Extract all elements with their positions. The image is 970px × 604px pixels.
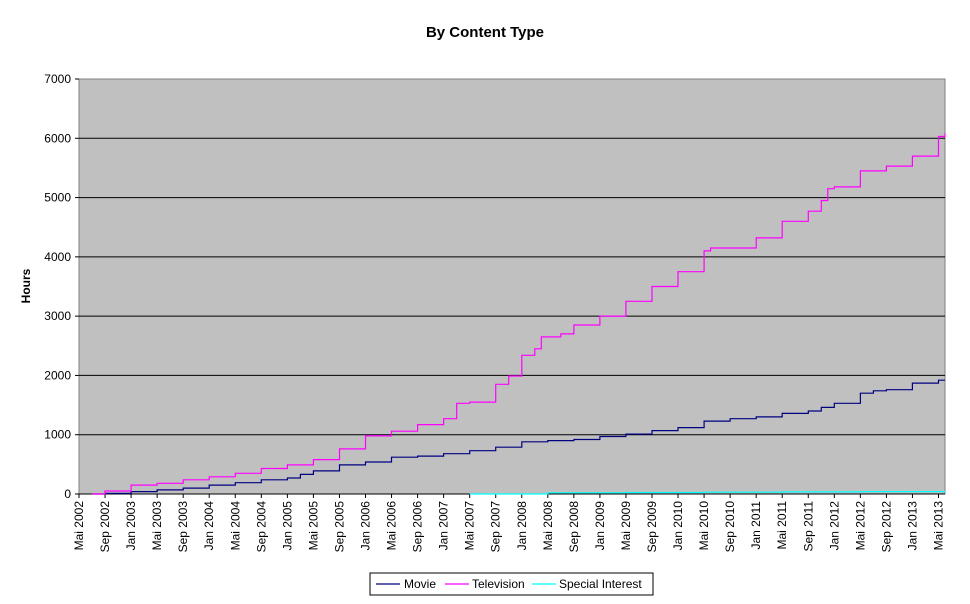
y-tick-label: 2000 (44, 368, 71, 382)
x-tick-label: Jan 2013 (905, 501, 919, 551)
x-tick-label: Sep 2011 (801, 501, 815, 552)
x-tick-label: Mai 2011 (775, 501, 789, 550)
x-tick-label: Sep 2009 (645, 501, 659, 553)
x-tick-label: Mai 2004 (228, 501, 242, 551)
x-tick-label: Sep 2008 (567, 501, 581, 553)
x-tick-label: Mai 2012 (853, 501, 867, 551)
x-tick-label: Sep 2004 (254, 501, 268, 553)
plot-area (78, 78, 946, 495)
gridlines (79, 137, 945, 436)
x-tick-label: Jan 2008 (515, 501, 529, 551)
x-tick-label: Sep 2005 (332, 501, 346, 553)
y-tick-label: 7000 (44, 72, 71, 86)
x-tick-label: Mai 2006 (385, 501, 399, 551)
x-tick-label: Jan 2012 (827, 501, 841, 551)
x-tick-label: Sep 2006 (411, 501, 425, 553)
y-tick-label: 0 (64, 487, 71, 501)
y-axis-label: Hours (19, 268, 33, 303)
x-tick-label: Sep 2010 (723, 501, 737, 553)
chart-title: By Content Type (426, 24, 544, 41)
legend-label: Movie (404, 577, 436, 591)
y-tick-label: 3000 (44, 309, 71, 323)
x-tick-label: Jan 2004 (202, 501, 216, 551)
legend-label: Television (472, 577, 525, 591)
x-tick-label: Mai 2008 (541, 501, 555, 551)
x-tick-label: Mai 2003 (150, 501, 164, 551)
x-tick-label: Jan 2009 (593, 501, 607, 551)
x-tick-label: Sep 2003 (176, 501, 190, 553)
x-tick-label: Sep 2012 (879, 501, 893, 553)
x-tick-label: Mai 2010 (697, 501, 711, 551)
legend-label: Special Interest (559, 577, 642, 591)
y-tick-label: 6000 (44, 131, 71, 145)
x-tick-label: Mai 2002 (72, 501, 86, 551)
x-tick-label: Jan 2006 (358, 501, 372, 551)
x-tick-label: Mai 2005 (306, 501, 320, 551)
x-tick-label: Jan 2010 (671, 501, 685, 551)
x-tick-label: Mai 2013 (931, 501, 945, 551)
y-axis-ticks: 0 1000 2000 3000 4000 5000 6000 7000 (44, 72, 79, 501)
x-tick-label: Mai 2007 (463, 501, 477, 551)
legend: Movie Television Special Interest (369, 572, 654, 596)
x-tick-label: Jan 2003 (124, 501, 138, 551)
x-axis-ticks: Mai 2002 Sep 2002 Jan 2003 Mai 2003 Sep 2003… (72, 493, 945, 553)
x-tick-label: Jan 2011 (749, 501, 763, 550)
series-line-television (92, 133, 946, 495)
y-tick-label: 4000 (44, 250, 71, 264)
series-line-movie (92, 379, 945, 495)
series-line-special-interest (469, 491, 946, 495)
x-tick-label: Jan 2005 (280, 501, 294, 551)
y-tick-label: 5000 (44, 191, 71, 205)
x-tick-label: Sep 2007 (489, 501, 503, 553)
x-tick-label: Jan 2007 (437, 501, 451, 551)
y-tick-label: 1000 (44, 428, 71, 442)
series-lines (92, 133, 946, 495)
x-tick-label: Mai 2009 (619, 501, 633, 551)
x-tick-label: Sep 2002 (98, 501, 112, 553)
